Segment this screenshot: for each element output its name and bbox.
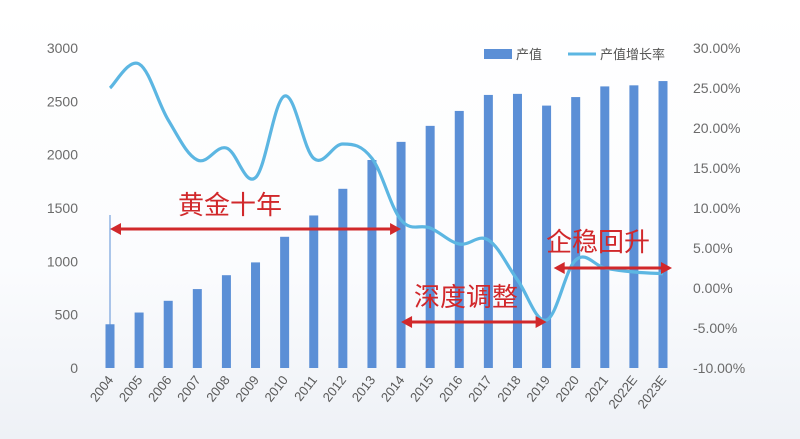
x-tick-label: 2012 — [320, 373, 350, 405]
bar — [192, 289, 202, 368]
x-tick-label: 2013 — [349, 373, 379, 405]
bar — [629, 85, 639, 368]
bar — [221, 275, 231, 368]
x-tick-label: 2014 — [378, 373, 408, 405]
x-tick-label: 2015 — [407, 373, 437, 405]
x-tick-label: 2005 — [116, 373, 146, 405]
right-tick-label: 0.00% — [693, 280, 733, 296]
bar — [542, 105, 552, 368]
annotation-label: 黄金十年 — [178, 190, 282, 220]
bar — [571, 97, 581, 369]
bar — [600, 86, 610, 369]
bar — [309, 215, 319, 368]
bar — [338, 188, 348, 368]
right-tick-label: 30.00% — [693, 40, 740, 56]
x-tick-label: 2017 — [465, 373, 495, 405]
x-tick-label: 2018 — [494, 373, 524, 405]
x-tick-label: 2020 — [552, 373, 582, 405]
left-tick-label: 2000 — [47, 147, 78, 163]
x-tick-label: 2022E — [605, 372, 640, 411]
x-tick-label: 2004 — [87, 373, 117, 405]
bar — [454, 110, 464, 368]
left-tick-label: 2500 — [47, 93, 78, 109]
left-tick-label: 0 — [70, 360, 78, 376]
x-tick-label: 2023E — [634, 372, 669, 411]
legend-line-label: 产值增长率 — [600, 47, 665, 62]
growth-rate-line — [108, 61, 664, 322]
annotation-arrowhead — [110, 223, 121, 235]
x-tick-label: 2006 — [145, 373, 175, 405]
annotation-arrowhead — [401, 316, 413, 328]
right-tick-label: 10.00% — [693, 200, 740, 216]
right-tick-label: 15.00% — [693, 160, 740, 176]
bar — [512, 93, 522, 368]
right-tick-label: 20.00% — [693, 120, 740, 136]
bar-series — [105, 81, 668, 369]
x-tick-label: 2011 — [291, 373, 320, 404]
bar — [251, 262, 261, 368]
annotation-arrowhead — [390, 223, 402, 235]
left-tick-label: 1500 — [47, 200, 78, 216]
bar — [658, 81, 668, 369]
left-axis: 0 500 1000 1500 2000 2500 3000 — [47, 40, 78, 376]
left-tick-label: 1000 — [47, 253, 78, 269]
x-tick-label: 2019 — [523, 373, 553, 405]
bar — [425, 125, 435, 368]
right-tick-label: -5.00% — [693, 320, 737, 336]
annotation-arrowhead — [535, 316, 547, 328]
x-tick-label: 2008 — [203, 373, 233, 405]
line-series — [108, 61, 664, 322]
left-tick-label: 3000 — [47, 40, 78, 56]
bar — [396, 141, 406, 368]
x-tick-label: 2007 — [174, 373, 204, 405]
left-tick-label: 500 — [55, 307, 79, 323]
x-tick-label: 2009 — [232, 373, 262, 405]
legend-bar-label: 产值 — [516, 47, 542, 62]
right-tick-label: -10.00% — [693, 360, 745, 376]
annotation-arrowhead — [661, 262, 672, 274]
x-axis: 2004 2005 2006 2007 2008 2009 2010 2011 2012 2013… — [87, 372, 670, 411]
x-tick-label: 2010 — [261, 373, 291, 405]
right-axis: -10.00% -5.00% 0.00% 5.00% 10.00% 15.00% 20.00… — [693, 40, 745, 376]
annotation-label: 企稳回升 — [546, 227, 650, 257]
right-tick-label: 5.00% — [693, 240, 733, 256]
annotation-label: 深度调整 — [414, 282, 518, 312]
annotation-arrowhead — [553, 262, 565, 274]
bar — [483, 94, 493, 368]
legend-bar-swatch — [484, 49, 512, 59]
bar — [367, 160, 377, 368]
bar — [163, 300, 173, 368]
x-tick-label: 2016 — [436, 373, 466, 405]
right-tick-label: 25.00% — [693, 80, 740, 96]
legend: 产值 产值增长率 — [484, 47, 665, 62]
bar — [280, 236, 290, 368]
bar — [134, 312, 144, 368]
